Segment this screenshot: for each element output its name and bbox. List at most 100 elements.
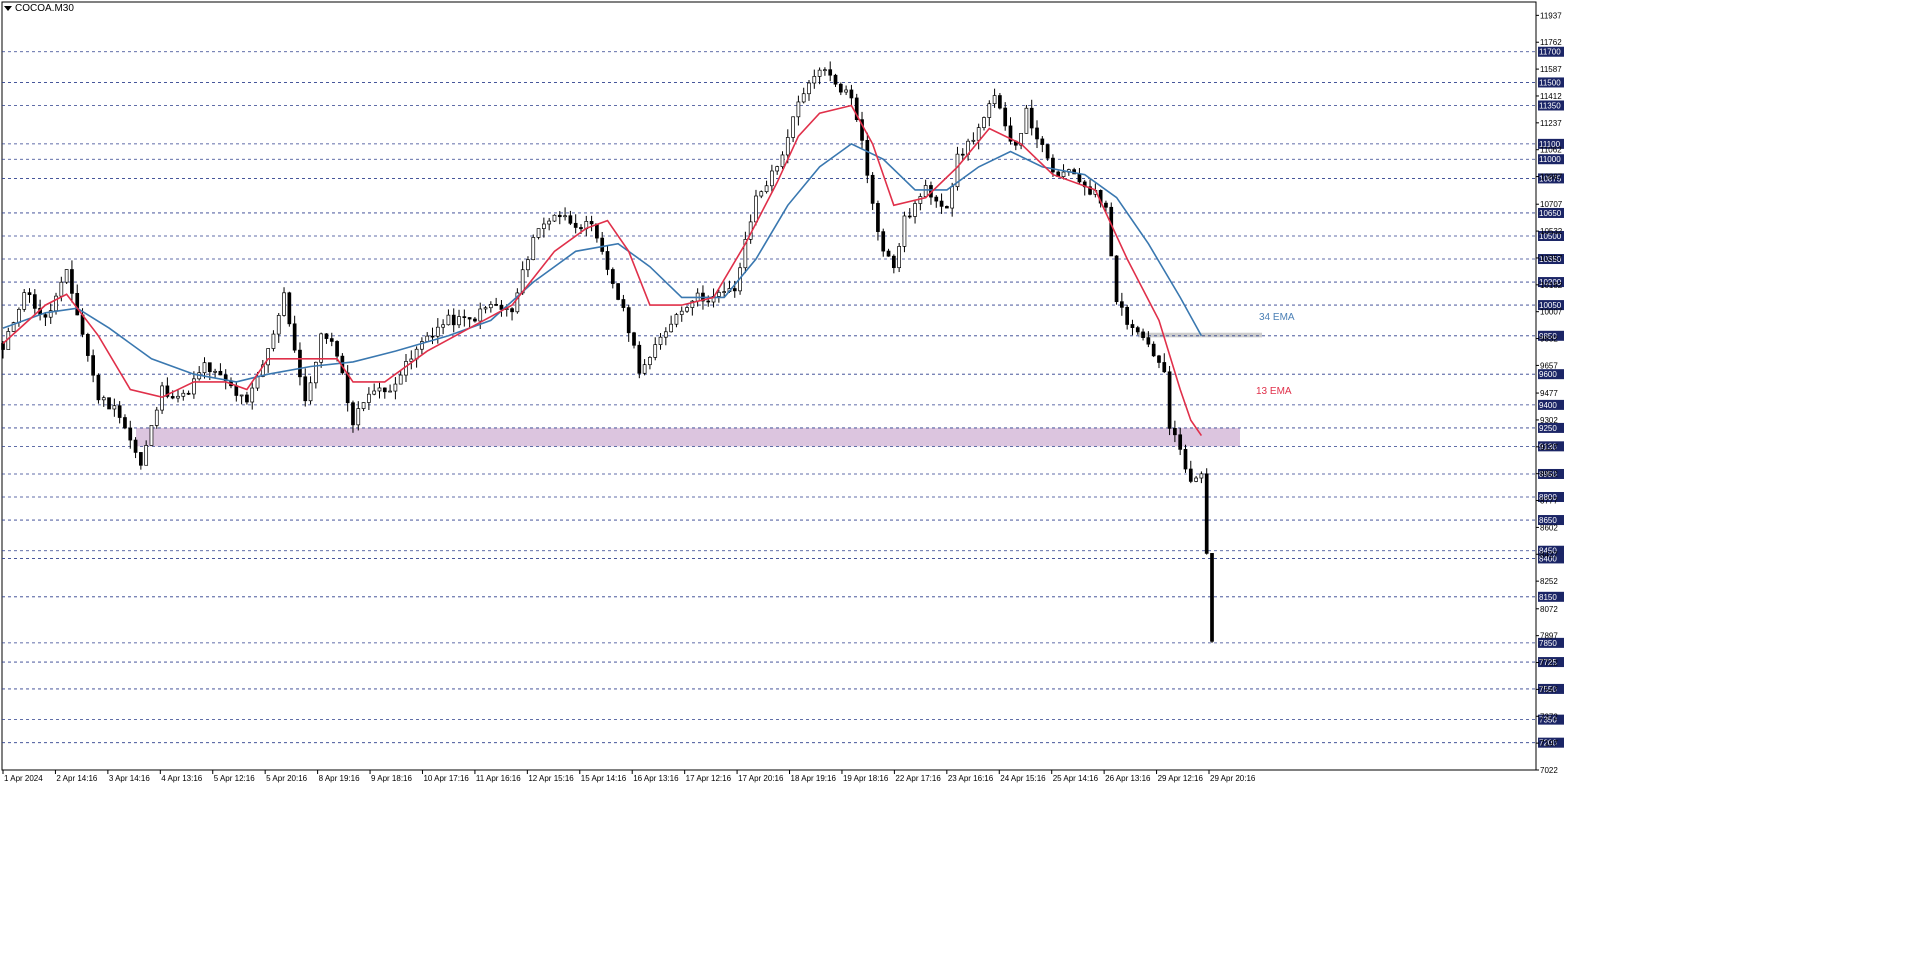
candle-body bbox=[1003, 107, 1008, 127]
level-label: 10875 bbox=[1539, 174, 1562, 183]
candle-body bbox=[653, 344, 658, 358]
level-tag bbox=[1538, 515, 1564, 526]
candle-body bbox=[881, 231, 886, 252]
candle-body bbox=[754, 195, 758, 223]
candle-body bbox=[335, 341, 339, 357]
candle-body bbox=[838, 83, 843, 93]
candle-body bbox=[324, 333, 329, 339]
dropdown-triangle-icon[interactable] bbox=[4, 6, 12, 11]
candle-body bbox=[844, 89, 848, 93]
candle-body bbox=[775, 166, 780, 172]
level-tag bbox=[1538, 77, 1564, 88]
candle-body bbox=[192, 378, 196, 395]
candle-body bbox=[1135, 327, 1140, 333]
candle-body bbox=[255, 376, 260, 389]
level-tag bbox=[1538, 277, 1564, 288]
candle-body bbox=[955, 153, 960, 188]
candle-body bbox=[796, 101, 801, 118]
candle-body bbox=[600, 237, 605, 252]
time-tick-label: 24 Apr 15:16 bbox=[1000, 774, 1046, 783]
candle-body bbox=[308, 382, 313, 402]
time-tick-label: 15 Apr 14:16 bbox=[581, 774, 627, 783]
candle-body bbox=[1210, 553, 1214, 642]
candle-body bbox=[648, 357, 652, 366]
time-tick-label: 22 Apr 17:16 bbox=[895, 774, 941, 783]
candle-body bbox=[823, 69, 827, 72]
price-tick-label: 9657 bbox=[1540, 361, 1558, 370]
price-tick-label: 10887 bbox=[1540, 173, 1563, 182]
time-tick-label: 25 Apr 14:16 bbox=[1053, 774, 1099, 783]
candle-body bbox=[398, 374, 403, 385]
candle-body bbox=[372, 390, 377, 395]
candle-body bbox=[526, 259, 530, 271]
time-tick-label: 17 Apr 20:16 bbox=[738, 774, 784, 783]
candle-body bbox=[987, 103, 992, 118]
candle-body bbox=[1204, 473, 1209, 554]
candle-body bbox=[435, 326, 440, 337]
level-label: 7550 bbox=[1539, 685, 1557, 694]
candle-body bbox=[250, 387, 255, 403]
candle-body bbox=[913, 203, 917, 217]
level-label: 11350 bbox=[1539, 101, 1561, 110]
candle-body bbox=[552, 214, 557, 222]
level-tag bbox=[1538, 254, 1564, 265]
candle-body bbox=[154, 409, 159, 426]
candle-body bbox=[717, 291, 721, 297]
candle-body bbox=[1008, 125, 1013, 142]
candle-body bbox=[960, 153, 965, 156]
level-label: 8800 bbox=[1539, 493, 1557, 502]
candle-body bbox=[473, 318, 477, 322]
candle-body bbox=[1130, 324, 1135, 328]
candle-body bbox=[266, 348, 270, 366]
candle-body bbox=[245, 394, 249, 403]
level-label: 8400 bbox=[1539, 554, 1557, 563]
level-tag bbox=[1538, 714, 1564, 725]
candle-body bbox=[706, 300, 711, 303]
time-tick-label: 10 Apr 17:16 bbox=[423, 774, 469, 783]
candle-body bbox=[1109, 206, 1114, 257]
level-label: 7725 bbox=[1539, 658, 1557, 667]
candle-body bbox=[181, 392, 186, 397]
ema34-line bbox=[2, 142, 1203, 383]
candle-body bbox=[451, 314, 456, 326]
level-label: 10500 bbox=[1539, 232, 1562, 241]
level-label: 10650 bbox=[1539, 209, 1562, 218]
price-tick-label: 10357 bbox=[1540, 254, 1563, 263]
candle-body bbox=[80, 314, 85, 335]
candle-body bbox=[1120, 301, 1124, 308]
candle-body bbox=[515, 292, 520, 313]
level-tag bbox=[1538, 138, 1564, 149]
price-tick-label: 9832 bbox=[1540, 335, 1558, 344]
price-tick-label: 10707 bbox=[1540, 200, 1563, 209]
level-tag bbox=[1538, 100, 1564, 111]
candle-body bbox=[218, 370, 223, 376]
candle-body bbox=[1178, 434, 1183, 450]
price-tick-label: 7022 bbox=[1540, 766, 1558, 775]
time-tick-label: 9 Apr 18:16 bbox=[371, 774, 412, 783]
candle-body bbox=[1114, 255, 1119, 303]
time-tick-label: 16 Apr 13:16 bbox=[633, 774, 679, 783]
level-tag bbox=[1538, 683, 1564, 694]
price-tick-label: 7197 bbox=[1540, 739, 1558, 748]
candle-body bbox=[679, 310, 684, 315]
candle-body bbox=[1035, 127, 1039, 140]
candle-body bbox=[276, 315, 281, 335]
candle-body bbox=[632, 332, 636, 346]
candle-body bbox=[356, 408, 361, 426]
level-tag bbox=[1538, 369, 1564, 380]
candle-body bbox=[865, 140, 870, 176]
candle-body bbox=[1, 343, 5, 350]
level-tag bbox=[1538, 399, 1564, 410]
level-tag bbox=[1538, 46, 1564, 57]
time-tick-label: 5 Apr 12:16 bbox=[214, 774, 255, 783]
candle-body bbox=[70, 269, 74, 294]
level-label: 9130 bbox=[1539, 442, 1557, 451]
candle-body bbox=[478, 308, 483, 322]
level-tag bbox=[1538, 422, 1564, 433]
candle-body bbox=[165, 385, 170, 397]
candle-body bbox=[85, 334, 90, 356]
candle-body bbox=[658, 336, 663, 345]
time-tick-label: 4 Apr 13:16 bbox=[161, 774, 202, 783]
